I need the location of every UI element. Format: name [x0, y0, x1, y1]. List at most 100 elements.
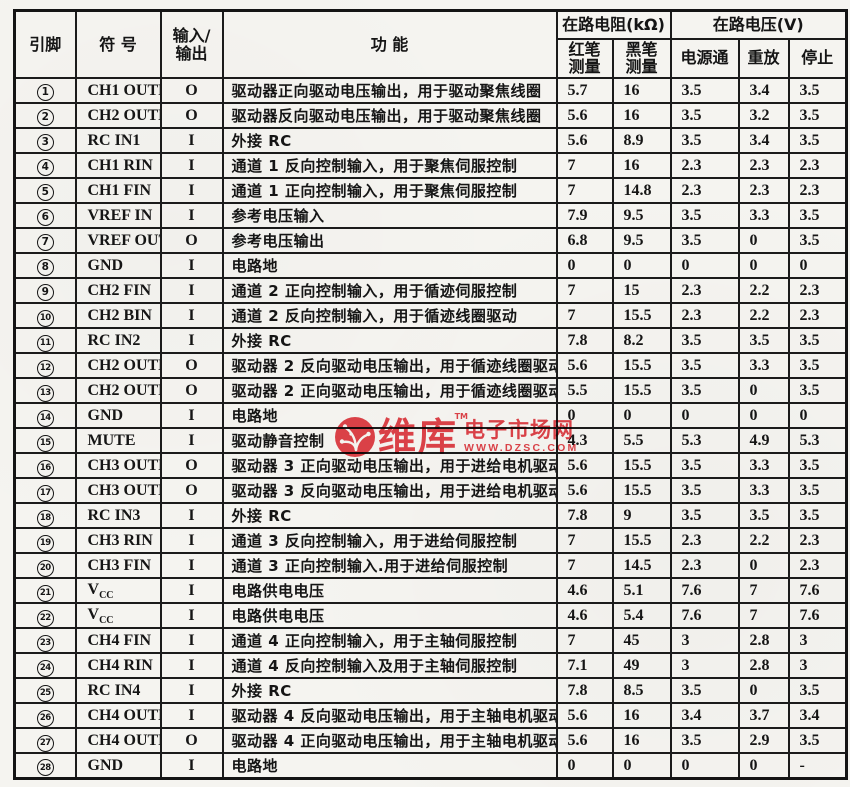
- pin-table-body: 1 CH1 OUTF O 驱动器正向驱动电压输出，用于驱动聚焦线圈 5.7 16 3.5 3.…: [13, 77, 848, 780]
- table-row: 24 CH4 RIN I 通道 4 反向控制输入及用于主轴伺服控制 7.1 49 3 2.8 3: [13, 652, 848, 680]
- voltage-playback-cell: 3.4: [737, 77, 790, 105]
- function-cell: 通道 4 反向控制输入及用于主轴伺服控制: [221, 652, 558, 680]
- voltage-playback-cell: 0: [737, 552, 790, 580]
- voltage-power-on-cell: 0: [669, 402, 740, 430]
- resistance-black-cell: 8.2: [611, 327, 672, 355]
- header-stop: 停止: [787, 37, 848, 80]
- resistance-black-cell: 49: [611, 652, 672, 680]
- table-row: 14 GND I 电路地 0 0 0 0 0: [13, 402, 848, 430]
- pin-cell: 8: [13, 252, 77, 280]
- resistance-black-cell: 15.5: [611, 477, 672, 505]
- table-row: 9 CH2 FIN I 通道 2 正向控制输入，用于循迹伺服控制 7 15 2.3 2.2 2.…: [13, 277, 848, 305]
- pin-number-badge: 24: [36, 659, 54, 677]
- resistance-black-cell: 15.5: [611, 452, 672, 480]
- table-row: 11 RC IN2 I 外接 RC 7.8 8.2 3.5 3.5 3.5: [13, 327, 848, 355]
- voltage-playback-cell: 2.2: [737, 527, 790, 555]
- symbol-cell: CH1 FIN: [74, 177, 162, 205]
- voltage-power-on-cell: 3.5: [669, 77, 740, 105]
- function-cell: 外接 RC: [221, 677, 558, 705]
- symbol-cell: GND: [74, 402, 162, 430]
- voltage-stop-cell: 2.3: [787, 152, 848, 180]
- voltage-playback-cell: 7: [737, 602, 790, 630]
- resistance-red-cell: 7.9: [555, 202, 614, 230]
- io-cell: I: [159, 627, 224, 655]
- symbol-cell: CH3 OUTF: [74, 452, 162, 480]
- voltage-power-on-cell: 3.5: [669, 502, 740, 530]
- voltage-power-on-cell: 2.3: [669, 552, 740, 580]
- function-cell: 外接 RC: [221, 127, 558, 155]
- pin-number-badge: 22: [36, 609, 54, 627]
- voltage-power-on-cell: 2.3: [669, 277, 740, 305]
- symbol-cell: RC IN1: [74, 127, 162, 155]
- pin-function-table: 引脚 符 号 输入/ 输出 功 能 在路电阻(kΩ) 在路电压(V) 红笔 测量…: [13, 9, 848, 780]
- voltage-stop-cell: 0: [787, 402, 848, 430]
- symbol-cell: CH4 OUTR: [74, 702, 162, 730]
- pin-cell: 19: [13, 527, 77, 555]
- voltage-playback-cell: 3.2: [737, 102, 790, 130]
- function-cell: 驱动器反向驱动电压输出，用于驱动聚焦线圈: [221, 102, 558, 130]
- io-cell: O: [159, 477, 224, 505]
- function-cell: 驱动静音控制: [221, 427, 558, 455]
- pin-number-badge: 11: [36, 334, 54, 352]
- pin-cell: 10: [13, 302, 77, 330]
- resistance-black-cell: 9.5: [611, 227, 672, 255]
- pin-number-badge: 12: [36, 359, 54, 377]
- table-row: 28 GND I 电路地 0 0 0 0-: [13, 752, 848, 780]
- function-cell: 通道 1 正向控制输入，用于聚焦伺服控制: [221, 177, 558, 205]
- function-cell: 参考电压输出: [221, 227, 558, 255]
- voltage-stop-cell: 3: [787, 627, 848, 655]
- voltage-power-on-cell: 3.5: [669, 677, 740, 705]
- function-cell: 通道 1 反向控制输入，用于聚焦伺服控制: [221, 152, 558, 180]
- voltage-playback-cell: 2.3: [737, 152, 790, 180]
- io-cell: I: [159, 552, 224, 580]
- pin-cell: 14: [13, 402, 77, 430]
- io-cell: I: [159, 252, 224, 280]
- voltage-playback-cell: 3.3: [737, 202, 790, 230]
- resistance-red-cell: 6.8: [555, 227, 614, 255]
- pin-number-badge: 13: [36, 384, 54, 402]
- pin-cell: 24: [13, 652, 77, 680]
- pin-cell: 11: [13, 327, 77, 355]
- function-cell: 电路地: [221, 402, 558, 430]
- symbol-cell: VREF IN: [74, 202, 162, 230]
- io-cell: I: [159, 177, 224, 205]
- voltage-stop-cell: 3.5: [787, 352, 848, 380]
- voltage-power-on-cell: 5.3: [669, 427, 740, 455]
- voltage-stop-cell: 2.3: [787, 277, 848, 305]
- function-cell: 通道 3 反向控制输入，用于进给伺服控制: [221, 527, 558, 555]
- resistance-black-cell: 16: [611, 102, 672, 130]
- function-cell: 电路供电电压: [221, 602, 558, 630]
- resistance-red-cell: 7: [555, 302, 614, 330]
- function-cell: 外接 RC: [221, 502, 558, 530]
- symbol-cell: RC IN2: [74, 327, 162, 355]
- io-cell: I: [159, 652, 224, 680]
- symbol-cell: GND: [74, 752, 162, 780]
- voltage-stop-cell: 3.5: [787, 477, 848, 505]
- header-function: 功 能: [221, 9, 558, 80]
- table-row: 1 CH1 OUTF O 驱动器正向驱动电压输出，用于驱动聚焦线圈 5.7 16 3.5 3.…: [13, 77, 848, 105]
- io-cell: I: [159, 752, 224, 780]
- voltage-playback-cell: 3.4: [737, 127, 790, 155]
- header-voltage-group: 在路电压(V): [669, 9, 848, 40]
- symbol-cell: CH3 RIN: [74, 527, 162, 555]
- resistance-black-cell: 16: [611, 77, 672, 105]
- voltage-stop-cell: 3: [787, 652, 848, 680]
- voltage-stop-cell: 3.5: [787, 502, 848, 530]
- symbol-cell: CH4 FIN: [74, 627, 162, 655]
- table-row: 4 CH1 RIN I 通道 1 反向控制输入，用于聚焦伺服控制 7 16 2.3 2.3 2.…: [13, 152, 848, 180]
- function-cell: 驱动器 4 反向驱动电压输出，用于主轴电机驱动: [221, 702, 558, 730]
- pin-cell: 27: [13, 727, 77, 755]
- watermark-tm: TM: [454, 412, 469, 421]
- resistance-black-cell: 9: [611, 502, 672, 530]
- resistance-black-cell: 8.5: [611, 677, 672, 705]
- io-cell: O: [159, 452, 224, 480]
- resistance-red-cell: 5.6: [555, 352, 614, 380]
- pin-number-badge: 18: [36, 509, 54, 527]
- voltage-power-on-cell: 2.3: [669, 152, 740, 180]
- voltage-stop-cell: 3.5: [787, 727, 848, 755]
- voltage-power-on-cell: 2.3: [669, 302, 740, 330]
- resistance-black-cell: 14.8: [611, 177, 672, 205]
- resistance-red-cell: 5.6: [555, 127, 614, 155]
- voltage-power-on-cell: 7.6: [669, 577, 740, 605]
- symbol-cell: GND: [74, 252, 162, 280]
